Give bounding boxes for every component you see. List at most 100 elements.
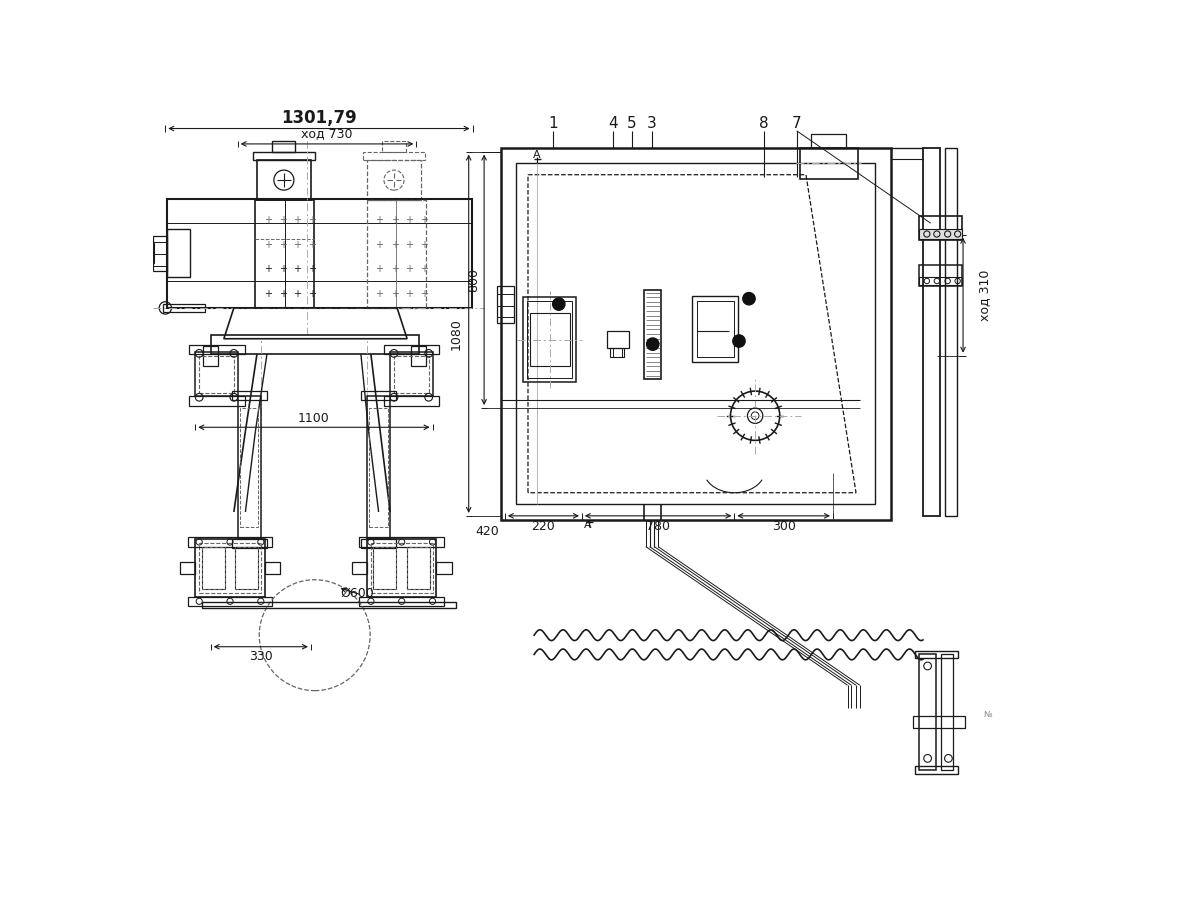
- Text: 220: 220: [532, 520, 556, 533]
- Circle shape: [647, 338, 659, 350]
- Bar: [202, 602, 456, 608]
- Bar: [923, 148, 940, 516]
- Bar: [384, 396, 439, 405]
- Bar: [502, 148, 890, 520]
- Text: +: +: [280, 264, 287, 274]
- Bar: [199, 543, 260, 592]
- Bar: [187, 537, 272, 547]
- Text: 780: 780: [646, 520, 670, 533]
- Bar: [941, 655, 953, 770]
- Text: +: +: [308, 264, 317, 274]
- Text: 1301,79: 1301,79: [281, 109, 356, 127]
- Bar: [163, 304, 205, 312]
- Circle shape: [553, 298, 565, 310]
- Bar: [394, 356, 428, 392]
- Bar: [265, 562, 280, 573]
- Text: +: +: [404, 239, 413, 249]
- Text: 1080: 1080: [450, 318, 463, 349]
- Text: А: А: [533, 150, 540, 160]
- Bar: [257, 160, 311, 200]
- Text: +: +: [308, 289, 317, 299]
- Text: 330: 330: [248, 650, 272, 663]
- Text: №: №: [984, 710, 992, 719]
- Bar: [154, 237, 167, 271]
- Bar: [919, 229, 961, 238]
- Bar: [150, 243, 154, 263]
- Bar: [232, 391, 266, 401]
- Bar: [523, 297, 576, 381]
- Bar: [167, 199, 472, 308]
- Bar: [359, 597, 444, 606]
- Text: ход 310: ход 310: [978, 270, 991, 321]
- Text: +: +: [264, 215, 271, 226]
- Bar: [238, 396, 260, 539]
- Text: 7: 7: [792, 116, 802, 130]
- Text: +: +: [280, 289, 287, 299]
- Bar: [607, 331, 629, 348]
- Bar: [390, 352, 432, 396]
- Text: +: +: [293, 239, 301, 249]
- Bar: [240, 408, 258, 527]
- Bar: [190, 396, 245, 405]
- Bar: [199, 356, 234, 392]
- Text: +: +: [376, 289, 383, 299]
- Text: 8: 8: [758, 116, 768, 130]
- Bar: [180, 562, 196, 573]
- Bar: [371, 543, 432, 592]
- Bar: [232, 539, 266, 548]
- Text: 300: 300: [772, 520, 796, 533]
- Text: +: +: [280, 215, 287, 226]
- Text: +: +: [293, 215, 301, 226]
- Text: +: +: [391, 215, 398, 226]
- Bar: [611, 348, 624, 358]
- Bar: [410, 347, 426, 366]
- Text: 1: 1: [548, 116, 558, 130]
- Bar: [919, 215, 961, 240]
- Text: Ø600: Ø600: [340, 586, 374, 600]
- Bar: [916, 766, 958, 774]
- Bar: [916, 650, 958, 658]
- Text: +: +: [391, 264, 398, 274]
- Text: +: +: [420, 289, 428, 299]
- Bar: [187, 597, 272, 606]
- Bar: [516, 163, 875, 504]
- Bar: [367, 200, 426, 308]
- Text: +: +: [420, 264, 428, 274]
- Text: ход 730: ход 730: [301, 127, 353, 140]
- Bar: [913, 716, 965, 727]
- Text: +: +: [264, 289, 271, 299]
- Text: +: +: [376, 239, 383, 249]
- Bar: [919, 277, 961, 285]
- Text: +: +: [391, 289, 398, 299]
- Bar: [235, 547, 258, 589]
- Text: +: +: [264, 264, 271, 274]
- Bar: [407, 547, 431, 589]
- Bar: [272, 141, 295, 152]
- Bar: [367, 396, 390, 539]
- Bar: [364, 152, 425, 160]
- Bar: [383, 141, 406, 152]
- Text: +: +: [293, 289, 301, 299]
- Text: 4: 4: [608, 116, 618, 130]
- Text: +: +: [420, 239, 428, 249]
- Bar: [692, 296, 738, 362]
- Bar: [800, 148, 858, 179]
- Text: +: +: [404, 264, 413, 274]
- Bar: [919, 265, 961, 286]
- Text: 5: 5: [628, 116, 637, 130]
- Text: +: +: [376, 215, 383, 226]
- Text: А: А: [584, 520, 592, 530]
- Bar: [697, 301, 733, 358]
- Bar: [256, 200, 314, 308]
- Bar: [644, 290, 661, 379]
- Text: +: +: [391, 239, 398, 249]
- Bar: [211, 335, 419, 354]
- Text: +: +: [404, 289, 413, 299]
- Text: +: +: [404, 215, 413, 226]
- Bar: [196, 352, 238, 396]
- Text: +: +: [420, 215, 428, 226]
- Bar: [202, 547, 224, 589]
- Bar: [367, 539, 437, 597]
- Bar: [196, 539, 265, 597]
- Text: 800: 800: [467, 268, 480, 292]
